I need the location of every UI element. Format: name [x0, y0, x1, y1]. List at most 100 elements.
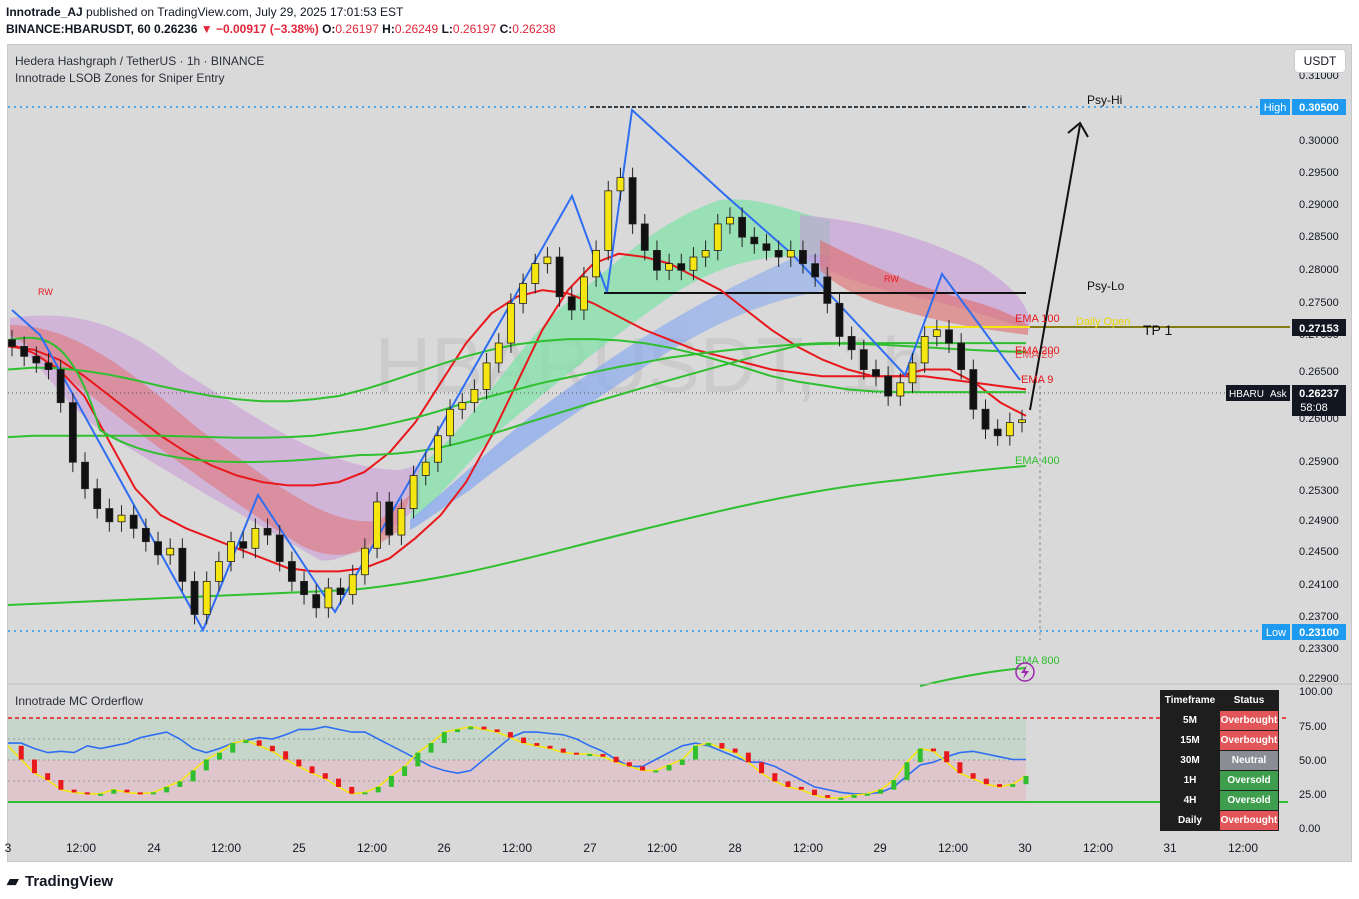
osc-bar — [772, 773, 778, 782]
time-tick: 29 — [873, 841, 887, 855]
osc-bar — [1023, 775, 1029, 785]
svg-text:Low: Low — [1266, 627, 1286, 639]
price-tick: 0.25900 — [1299, 456, 1339, 468]
candle — [750, 236, 759, 245]
price-tick: 0.30000 — [1299, 135, 1339, 147]
osc-bar — [256, 740, 262, 746]
ema800-label: EMA 800 — [1015, 655, 1060, 667]
osc-bar — [243, 740, 249, 744]
time-tick: 28 — [728, 841, 742, 855]
osc-bar — [944, 751, 950, 763]
candle — [835, 302, 844, 337]
candle — [774, 250, 783, 258]
osc-bar — [534, 743, 540, 746]
osc-bar — [547, 745, 553, 749]
candle — [154, 541, 162, 556]
price-tick: 0.22900 — [1299, 673, 1339, 685]
oscillator-title[interactable]: Innotrade MC Orderflow — [15, 694, 144, 708]
psy-hi-label: Psy-Hi — [1087, 93, 1122, 107]
candle — [324, 587, 333, 609]
symbol-title[interactable]: Hedera Hashgraph / TetherUS · 1h · BINAN… — [15, 54, 265, 68]
candle — [105, 508, 114, 523]
indicator-title[interactable]: Innotrade LSOB Zones for Sniper Entry — [15, 71, 225, 85]
daily-open-label: Daily Open — [1076, 316, 1130, 328]
time-tick: 31 — [1163, 841, 1177, 855]
candle — [872, 369, 880, 377]
chart-header: Innotrade_AJ published on TradingView.co… — [0, 0, 1359, 44]
osc-bar — [679, 759, 685, 765]
price-tick: 0.23700 — [1299, 611, 1339, 623]
osc-bar — [825, 795, 831, 798]
close-label: C: — [499, 22, 513, 36]
price-tick: 0.25300 — [1299, 485, 1339, 497]
osc-bar — [84, 792, 90, 795]
osc-tick: 0.00 — [1299, 823, 1320, 835]
price-tick: 0.28500 — [1299, 231, 1339, 243]
ema800-curve — [919, 667, 1027, 687]
candle — [823, 276, 832, 304]
osc-bar — [640, 766, 646, 771]
candle — [348, 574, 357, 595]
osc-bar — [415, 752, 421, 767]
svg-text:High: High — [1264, 102, 1287, 114]
oscillator-pane — [7, 717, 1288, 803]
status-cell: Neutral — [1219, 750, 1279, 771]
osc-bar — [468, 726, 474, 730]
candle — [129, 514, 138, 529]
candle — [32, 355, 41, 364]
candle — [20, 345, 29, 357]
osc-bar — [970, 773, 976, 779]
candle — [884, 375, 893, 397]
close-value: 0.26238 — [512, 22, 556, 36]
tradingview-logo[interactable]: ▰ TradingView — [7, 872, 113, 890]
candle — [44, 362, 53, 370]
osc-bar — [706, 743, 712, 746]
candle — [555, 256, 564, 298]
svg-text:0.26237: 0.26237 — [1299, 388, 1339, 400]
candle — [616, 177, 625, 192]
price-tick: 0.28000 — [1299, 264, 1339, 276]
ema9-line — [7, 252, 1027, 573]
osc-bar — [296, 759, 302, 767]
osc-bar — [878, 789, 884, 794]
tv-logo-text: TradingView — [25, 873, 114, 890]
time-tick: 12:00 — [357, 841, 387, 855]
publisher-name[interactable]: Innotrade_AJ — [6, 5, 83, 19]
oscillator-axis[interactable]: 100.00 75.00 50.00 25.00 0.00 — [1299, 686, 1333, 835]
osc-bar — [203, 759, 209, 771]
low-value: 0.26197 — [452, 22, 497, 36]
osc-bar — [217, 752, 223, 760]
candle — [373, 501, 381, 549]
low-label: L: — [441, 22, 453, 36]
osc-bar — [719, 743, 725, 749]
lightning-icon[interactable] — [1015, 662, 1035, 682]
last-price-tag: HBARU Ask 0.26237 58:08 — [1226, 385, 1346, 416]
published-text: published on TradingView.com, July 29, 2… — [86, 5, 404, 19]
price-axis[interactable]: 0.31000 0.30500 0.30000 0.29500 0.29000 0.285… — [1299, 70, 1339, 685]
candles — [8, 167, 1026, 625]
currency-button[interactable]: USDT — [1294, 49, 1346, 73]
symbol-name: BINANCE:HBARUSDT, 60 — [6, 22, 151, 36]
high-label: H: — [382, 22, 395, 36]
time-axis[interactable]: 3 12:00 24 12:00 25 12:00 26 12:00 27 12:00 28 12:0… — [5, 841, 1259, 855]
time-tick: 12:00 — [502, 841, 532, 855]
candle — [166, 547, 175, 556]
candle — [677, 263, 686, 271]
candle — [68, 402, 77, 463]
tf-cell: 5M — [1160, 710, 1220, 731]
candle — [397, 508, 406, 536]
candle — [920, 336, 929, 364]
candle — [957, 342, 966, 370]
time-tick: 24 — [147, 841, 161, 855]
projection-arrow[interactable] — [1029, 124, 1081, 411]
candle — [470, 389, 479, 404]
candle — [263, 528, 272, 536]
osc-bar — [785, 781, 791, 787]
osc-bar — [917, 748, 923, 763]
price-tick: 0.23300 — [1299, 643, 1339, 655]
candle — [507, 302, 515, 344]
osc-bar — [455, 729, 461, 733]
osc-bar — [759, 762, 765, 774]
osc-bar — [930, 748, 936, 752]
